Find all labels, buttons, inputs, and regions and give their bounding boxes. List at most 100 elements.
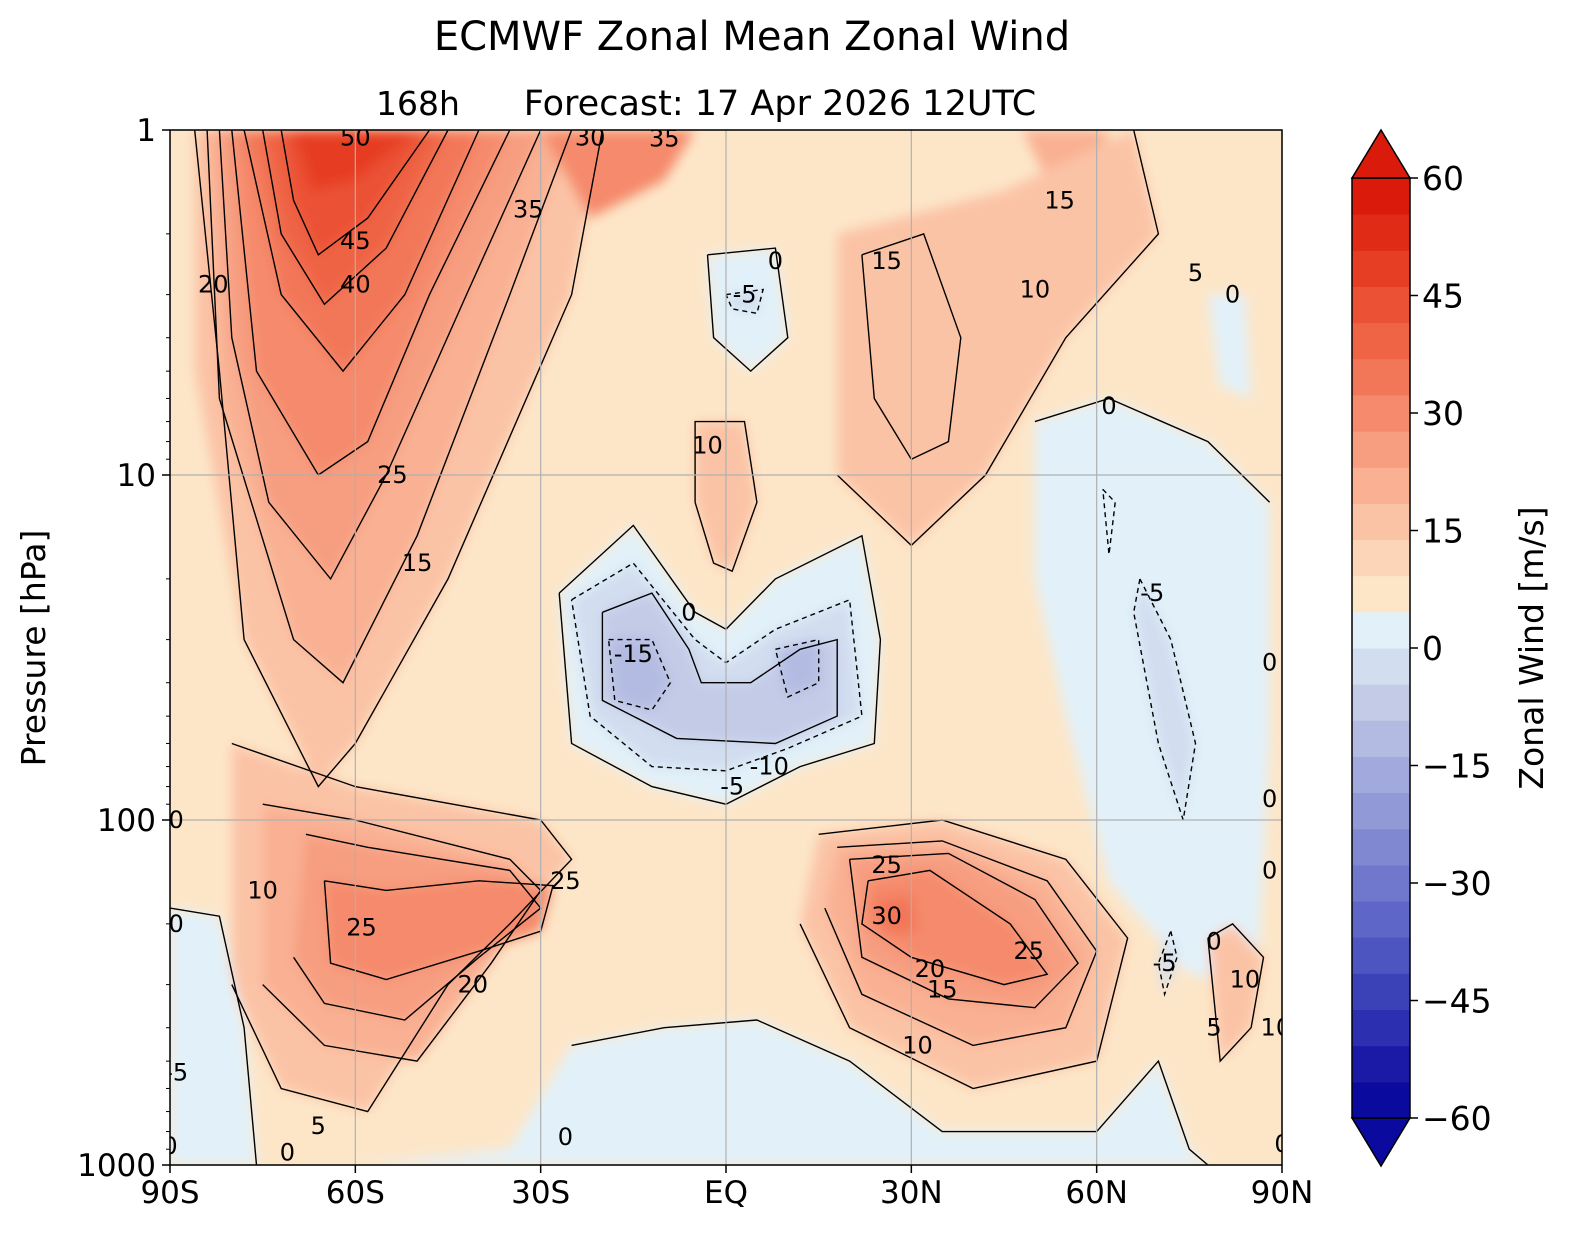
contour-label: 0 (162, 1132, 177, 1160)
contour-line (848, 852, 1079, 1009)
colorbar-bin (1352, 792, 1410, 830)
contour-label: -5 (720, 773, 744, 801)
y-tick-label: 1000 (77, 1148, 156, 1184)
contour-label: -5 (164, 1059, 188, 1087)
contour-lines (170, 130, 1271, 1165)
contour-line (262, 803, 542, 1062)
contour-label: 0 (768, 247, 783, 275)
colorbar-label: Zonal Wind [m/s] (1512, 506, 1551, 789)
contour-label: 15 (871, 247, 902, 275)
contour-label: 5 (311, 1112, 326, 1140)
colorbar-bin (1352, 539, 1410, 577)
colorbar-bin (1352, 1081, 1410, 1119)
colorbar-extend-max (1350, 128, 1412, 179)
y-tick-label: 10 (117, 458, 156, 494)
region-nh-polar-10 (1207, 923, 1264, 1062)
colorbar-tick-label: 0 (1422, 629, 1443, 668)
contour-label: 25 (1013, 937, 1044, 965)
contour-line (231, 130, 511, 476)
contour-line (206, 130, 573, 684)
colorbar-tick-label: 60 (1422, 159, 1464, 198)
contour-line (262, 130, 449, 306)
colorbar-bin (1352, 684, 1410, 721)
colorbar-bin (1352, 503, 1410, 541)
contour-label: 40 (340, 270, 371, 298)
contour-label: 30 (575, 123, 606, 151)
region-sh-trop-25 (324, 880, 553, 980)
region-trop-neg10 (602, 593, 838, 744)
region-nh-upper-neg (1207, 294, 1252, 399)
y-axis: 1 10 100 1000 (77, 113, 170, 1184)
x-axis: 90S 60S 30S EQ 30N 60N 90N (140, 1165, 1313, 1211)
contour-line (194, 130, 604, 788)
contour-label: 0 (1274, 1130, 1289, 1158)
contour-line (1034, 397, 1271, 503)
region-trop-neg15b (775, 639, 819, 697)
colorbar-bin (1352, 286, 1410, 324)
colorbar-tick-label: 45 (1422, 277, 1464, 316)
contour-label: 15 (402, 549, 433, 577)
contour-line (799, 819, 1129, 1090)
contour-label: -15 (614, 640, 653, 668)
contour-label: 15 (1044, 186, 1075, 214)
colorbar-extend-min (1350, 1117, 1412, 1168)
contour-label: 25 (871, 851, 902, 879)
colorbar-bin (1352, 358, 1410, 396)
region-eq-neg5 (726, 289, 764, 314)
colorbar-tick-label: −60 (1422, 1099, 1492, 1138)
contour-label: -5 (1140, 579, 1164, 607)
contour-label: 15 (927, 976, 958, 1004)
contour-label: 5 (1206, 1014, 1221, 1042)
contour-label: -10 (750, 753, 789, 781)
contour-label: 0 (1262, 649, 1277, 677)
contour-label: 0 (1101, 392, 1116, 420)
region-low-neg (355, 1020, 1208, 1165)
contour-label: 0 (1225, 281, 1240, 309)
contour-line-negative (570, 562, 863, 772)
colorbar-bin (1352, 864, 1410, 902)
contour-line-negative (725, 288, 765, 315)
colorbar-bin (1352, 901, 1410, 938)
colorbar-tick-label: −30 (1422, 864, 1492, 903)
contour-labels: 50 30 35354540200-51515105001025150-15-5-1… (162, 123, 1292, 1167)
contour-label: 25 (377, 461, 408, 489)
contour-label: 0 (169, 910, 184, 938)
contour-line (231, 742, 573, 1113)
colorbar-bin (1352, 467, 1410, 504)
colorbar-tick-label: −15 (1422, 747, 1492, 786)
contour-label: 20 (915, 955, 946, 983)
colorbar-bin (1352, 937, 1410, 974)
region-nh-trop-30 (874, 895, 918, 935)
contour-label: 10 (1020, 276, 1051, 304)
colorbar-bin (1352, 720, 1410, 757)
contour-line (293, 833, 542, 1021)
region-nh-strat-10 (837, 130, 1159, 546)
colorbar-tick-label: 15 (1422, 512, 1464, 551)
x-tick-label: 60N (1065, 1175, 1128, 1211)
contour-line (218, 130, 542, 581)
colorbar-bin (1352, 1009, 1410, 1047)
colorbar-bin (1352, 394, 1410, 432)
contour-label: 0 (1262, 856, 1277, 884)
contour-label: 0 (681, 598, 696, 626)
colorbar: 60 45 30 15 0 −15 −30 −45 −60 (1350, 128, 1492, 1168)
colorbar-bin (1352, 756, 1410, 794)
contour-line-negative (1102, 488, 1116, 555)
contour-label: 30 (871, 902, 902, 930)
contour-label: 0 (280, 1139, 295, 1167)
contour-label: 45 (340, 227, 371, 255)
y-axis-label: Pressure [hPa] (14, 530, 53, 767)
colorbar-bin (1352, 214, 1410, 251)
region-top-25 (540, 130, 696, 219)
colorbar-bin (1352, 611, 1410, 649)
contour-label: 10 (902, 1031, 933, 1059)
colorbar-bin (1352, 431, 1410, 468)
x-tick-label: 60S (326, 1175, 385, 1211)
contour-label: 20 (457, 971, 488, 999)
colorbar-bin (1352, 973, 1410, 1011)
contour-line (170, 907, 258, 1165)
colorbar-tick-label: −45 (1422, 982, 1492, 1021)
contour-label: 10 (1261, 1014, 1292, 1042)
colorbar-bin (1352, 575, 1410, 613)
contour-label: 5 (1188, 259, 1203, 287)
